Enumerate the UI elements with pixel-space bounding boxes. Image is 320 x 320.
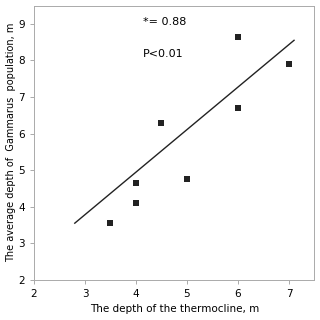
Y-axis label: The average depth of  Gammarus  population, m: The average depth of Gammarus population… — [5, 23, 16, 262]
X-axis label: The depth of the thermocline, m: The depth of the thermocline, m — [90, 304, 259, 315]
Point — [236, 105, 241, 110]
Text: P<0.01: P<0.01 — [143, 50, 184, 60]
Point — [236, 34, 241, 39]
Point — [159, 120, 164, 125]
Point — [133, 201, 139, 206]
Point — [108, 220, 113, 226]
Point — [286, 61, 292, 67]
Point — [184, 177, 189, 182]
Point — [133, 180, 139, 186]
Text: *= 0.88: *= 0.88 — [143, 17, 187, 27]
